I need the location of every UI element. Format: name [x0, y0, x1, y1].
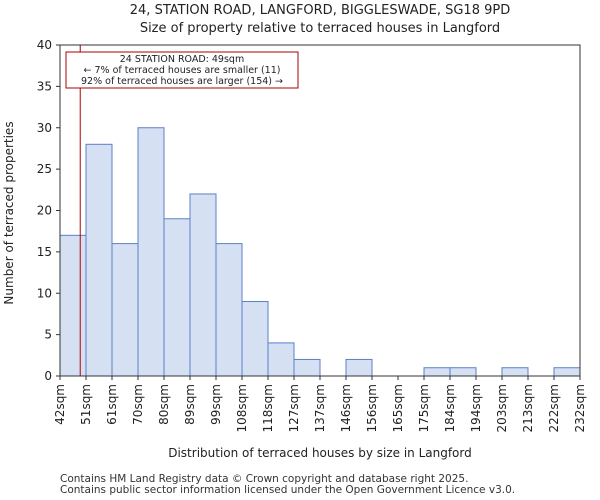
y-tick-label: 25 [37, 162, 52, 176]
x-tick-label: 108sqm [235, 384, 249, 432]
bar-70sqm [137, 127, 165, 377]
bar-146sqm [345, 358, 373, 377]
x-tick-label: 184sqm [443, 384, 457, 432]
y-tick-label: 5 [44, 328, 52, 342]
footer-line1: Contains HM Land Registry data © Crown c… [60, 473, 468, 485]
y-tick-label: 15 [37, 245, 52, 259]
y-tick-label: 35 [37, 79, 52, 93]
x-tick-label: 222sqm [547, 384, 561, 432]
annotation-line2: ← 7% of terraced houses are smaller (11) [84, 65, 281, 76]
bar-222sqm [553, 367, 581, 377]
bar-108sqm [241, 301, 269, 377]
x-tick-label: 51sqm [79, 384, 93, 425]
x-axis-ticks: 42sqm 51sqm 61sqm 70sqm 80sqm 89sqm 99sqm 108sq… [53, 376, 587, 432]
bar-61sqm [111, 243, 139, 377]
y-tick-label: 10 [37, 286, 52, 300]
x-tick-label: 137sqm [313, 384, 327, 432]
x-tick-label: 232sqm [573, 384, 587, 432]
x-tick-label: 42sqm [53, 384, 67, 425]
footer-line2: Contains public sector information licen… [60, 484, 515, 496]
bar-118sqm [267, 342, 295, 377]
bar-80sqm [163, 218, 191, 377]
x-tick-label: 61sqm [105, 384, 119, 425]
bar-51sqm [85, 143, 113, 377]
x-tick-label: 175sqm [417, 384, 431, 432]
x-tick-label: 203sqm [495, 384, 509, 432]
y-axis-ticks: 0 5 10 15 20 25 30 35 40 [37, 38, 60, 383]
x-tick-label: 194sqm [469, 384, 483, 432]
bar-184sqm [449, 367, 477, 377]
y-tick-label: 40 [37, 38, 52, 52]
x-tick-label: 165sqm [391, 384, 405, 432]
y-tick-label: 20 [37, 204, 52, 218]
bar-89sqm [189, 193, 217, 377]
bar-203sqm [501, 367, 529, 377]
x-tick-label: 213sqm [521, 384, 535, 432]
x-tick-label: 70sqm [131, 384, 145, 425]
x-tick-label: 89sqm [183, 384, 197, 425]
x-tick-label: 127sqm [287, 384, 301, 432]
y-axis-label: Number of terraced properties [2, 121, 16, 304]
plot-frame [59, 44, 581, 377]
x-tick-label: 80sqm [157, 384, 171, 425]
chart-title-line2: Size of property relative to terraced ho… [140, 21, 500, 36]
y-tick-label: 0 [44, 369, 52, 383]
x-tick-label: 118sqm [261, 384, 275, 432]
x-tick-label: 146sqm [339, 384, 353, 432]
chart-title-line1: 24, STATION ROAD, LANGFORD, BIGGLESWADE,… [130, 3, 510, 18]
bar-175sqm [423, 367, 451, 377]
bar-99sqm [215, 243, 243, 377]
x-axis-label: Distribution of terraced houses by size … [168, 446, 472, 460]
bars-group [59, 127, 581, 377]
y-tick-label: 30 [37, 121, 52, 135]
annotation-line3: 92% of terraced houses are larger (154) … [81, 76, 283, 87]
bar-127sqm [293, 358, 321, 377]
annotation-line1: 24 STATION ROAD: 49sqm [120, 54, 244, 65]
x-tick-label: 99sqm [209, 384, 223, 425]
annotation-box [65, 51, 299, 89]
x-tick-label: 156sqm [365, 384, 379, 432]
bar-42sqm [59, 234, 87, 377]
